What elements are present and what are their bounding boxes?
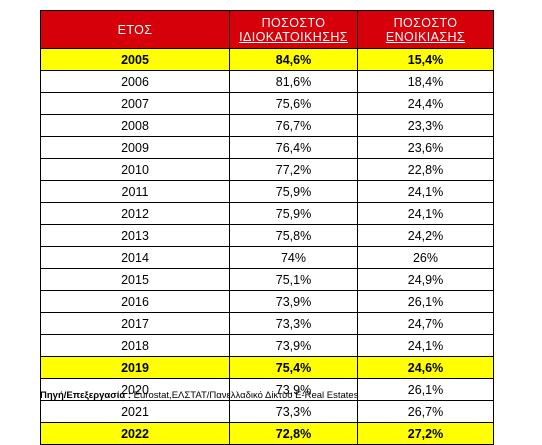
cell-year: 2015 [40,268,230,291]
cell-year: 2018 [40,334,230,357]
cell-year: 2013 [40,224,230,247]
cell-year: 2007 [40,92,230,115]
cell-ownership: 75,4% [229,356,358,379]
table-row: 2017 73,3% 24,7% [40,312,494,335]
header-ownership-line-1: ΠΟΣΟΣΤΟ [261,15,326,30]
cell-rental: 24,2% [357,224,494,247]
header-rental-line-1: ΠΟΣΟΣΤΟ [393,15,458,30]
table-row: 2022 72,8% 27,2% [40,422,494,445]
cell-rental: 24,7% [357,312,494,335]
cell-ownership: 81,6% [229,70,358,93]
table-row: 2016 73,9% 26,1% [40,290,494,313]
cell-ownership: 73,3% [229,312,358,335]
cell-year: 2008 [40,114,230,137]
cell-rental: 27,2% [357,422,494,445]
header-ownership-line-2: ΙΔΙΟΚΑΤΟΙΚΗΣΗΣ [239,29,348,44]
cell-ownership: 77,2% [229,158,358,181]
header-rental-line-2: ΕΝΟΙΚΙΑΣΗΣ [385,29,466,44]
cell-year: 2012 [40,202,230,225]
cell-year: 2010 [40,158,230,181]
table-header-row: ΕΤΟΣ ΠΟΣΟΣΤΟ ΙΔΙΟΚΑΤΟΙΚΗΣΗΣ ΠΟΣΟΣΤΟ ΕΝΟΙ… [40,10,494,49]
table-row: 2019 75,4% 24,6% [40,356,494,379]
table-row: 2009 76,4% 23,6% [40,136,494,159]
cell-ownership: 75,9% [229,180,358,203]
cell-rental: 15,4% [357,48,494,71]
cell-rental: 18,4% [357,70,494,93]
table-row: 2005 84,6% 15,4% [40,48,494,71]
cell-ownership: 84,6% [229,48,358,71]
cell-year: 2009 [40,136,230,159]
cell-rental: 24,1% [357,334,494,357]
cell-year: 2022 [40,422,230,445]
cell-ownership: 75,6% [229,92,358,115]
cell-rental: 26,1% [357,290,494,313]
cell-ownership: 75,1% [229,268,358,291]
cell-rental: 22,8% [357,158,494,181]
cell-year: 2016 [40,290,230,313]
table-row: 2010 77,2% 22,8% [40,158,494,181]
cell-year: 2019 [40,356,230,379]
cell-ownership: 74% [229,246,358,269]
cell-rental: 24,6% [357,356,494,379]
cell-ownership: 75,8% [229,224,358,247]
header-year: ΕΤΟΣ [40,10,230,49]
table-row: 2018 73,9% 24,1% [40,334,494,357]
table-row: 2013 75,8% 24,2% [40,224,494,247]
table-row: 2015 75,1% 24,9% [40,268,494,291]
table-row: 2008 76,7% 23,3% [40,114,494,137]
cell-year: 2005 [40,48,230,71]
cell-rental: 24,1% [357,202,494,225]
table-row: 2014 74% 26% [40,246,494,269]
table-body: 2005 84,6% 15,4% 2006 81,6% 18,4% 2007 75,6% 24,… [40,48,494,445]
cell-rental: 24,4% [357,92,494,115]
table-row: 2006 81,6% 18,4% [40,70,494,93]
table-row: 2012 75,9% 24,1% [40,202,494,225]
header-year-label: ΕΤΟΣ [117,22,153,37]
cell-year: 2006 [40,70,230,93]
cell-year: 2017 [40,312,230,335]
cell-rental: 26% [357,246,494,269]
cell-ownership: 72,8% [229,422,358,445]
cell-ownership: 75,9% [229,202,358,225]
cell-ownership: 76,4% [229,136,358,159]
header-ownership: ΠΟΣΟΣΤΟ ΙΔΙΟΚΑΤΟΙΚΗΣΗΣ [229,10,358,49]
cell-rental: 23,6% [357,136,494,159]
cell-ownership: 73,9% [229,290,358,313]
cell-year: 2011 [40,180,230,203]
cell-rental: 23,3% [357,114,494,137]
cell-rental: 26,1% [357,378,494,401]
cell-rental: 24,9% [357,268,494,291]
header-rental: ΠΟΣΟΣΤΟ ΕΝΟΙΚΙΑΣΗΣ [357,10,494,49]
cell-ownership: 76,7% [229,114,358,137]
cell-year: 2014 [40,246,230,269]
table-row: 2011 75,9% 24,1% [40,180,494,203]
source-label: Πηγή/Επεξεργασία : [40,390,132,401]
table-row: 2007 75,6% 24,4% [40,92,494,115]
source-note: Πηγή/Επεξεργασία : Eurostat,ΕΛΣΤΑΤ/Πανελ… [40,390,358,401]
source-text: Eurostat,ΕΛΣΤΑΤ/Πανελλαδικό Δίκτυο E-Rea… [131,390,359,401]
cell-ownership: 73,9% [229,334,358,357]
cell-rental: 24,1% [357,180,494,203]
homeownership-rental-table: ΕΤΟΣ ΠΟΣΟΣΤΟ ΙΔΙΟΚΑΤΟΙΚΗΣΗΣ ΠΟΣΟΣΤΟ ΕΝΟΙ… [40,10,494,445]
